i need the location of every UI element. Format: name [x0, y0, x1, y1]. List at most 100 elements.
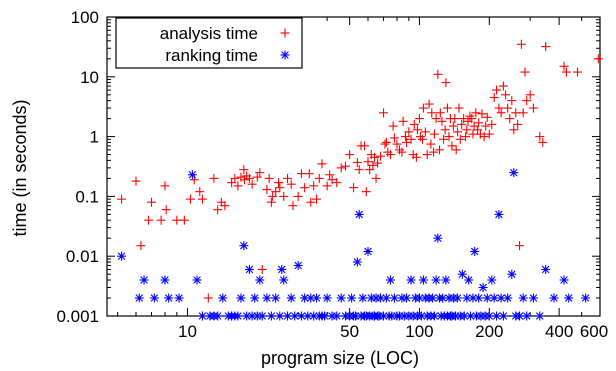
analysis-time-point	[314, 173, 324, 183]
analysis-time-point	[417, 134, 427, 144]
analysis-time-point	[220, 201, 230, 211]
ranking-time-point	[149, 293, 159, 303]
ranking-time-point	[347, 293, 357, 303]
analysis-time-point	[406, 134, 416, 144]
analysis-time-point	[433, 69, 443, 79]
analysis-time-point	[420, 127, 430, 137]
ranking-time-point	[197, 311, 207, 321]
analysis-time-point	[385, 150, 395, 160]
analysis-time-point	[522, 96, 532, 106]
analysis-time-point	[161, 205, 171, 215]
analysis-time-point	[117, 194, 127, 204]
analysis-time-point	[424, 99, 434, 109]
ranking-time-point	[492, 311, 502, 321]
analysis-time-point	[266, 197, 276, 207]
legend-label-ranking: ranking time	[165, 46, 258, 65]
analysis-time-point	[516, 39, 526, 49]
analysis-time-point	[300, 183, 310, 193]
analysis-time-point	[451, 145, 461, 155]
analysis-time-point	[525, 90, 535, 100]
analysis-time-point	[327, 175, 337, 185]
legend-label-analysis: analysis time	[160, 24, 258, 43]
analysis-time-point	[418, 103, 428, 113]
analysis-time-point	[450, 114, 460, 124]
analysis-time-point	[172, 215, 182, 225]
analysis-time-point	[505, 114, 515, 124]
analysis-time-point	[306, 197, 316, 207]
analysis-time-point	[197, 194, 207, 204]
analysis-time-point	[484, 129, 494, 139]
analysis-time-point	[144, 215, 154, 225]
analysis-time-point	[361, 187, 371, 197]
analysis-time-point	[513, 119, 523, 129]
analysis-time-point	[412, 125, 422, 135]
analysis-time-point	[482, 112, 492, 122]
analysis-time-point	[409, 119, 419, 129]
analysis-time-point	[257, 264, 267, 274]
analysis-time-point	[195, 187, 205, 197]
analysis-time-point	[429, 147, 439, 157]
x-tick-label: 100	[405, 322, 433, 341]
analysis-time-point	[288, 201, 298, 211]
analysis-time-point	[509, 125, 519, 135]
ranking-time-point	[507, 269, 517, 279]
ranking-time-point	[509, 168, 519, 178]
analysis-time-point	[441, 78, 451, 88]
analysis-time-point	[336, 163, 346, 173]
analysis-time-point	[479, 132, 489, 142]
analysis-time-point	[404, 127, 414, 137]
analysis-time-point	[392, 139, 402, 149]
ranking-time-point	[350, 311, 360, 321]
ranking-time-point	[139, 275, 149, 285]
analysis-time-point	[411, 152, 421, 162]
analysis-time-point	[422, 150, 432, 160]
analysis-time-point	[440, 125, 450, 135]
analysis-time-point	[360, 141, 370, 151]
analysis-time-point	[233, 181, 243, 191]
ranking-time-point	[363, 246, 373, 256]
ranking-time-point	[277, 264, 287, 274]
analysis-time-point	[388, 121, 398, 131]
analysis-time-point	[341, 161, 351, 171]
ranking-time-point	[354, 209, 364, 219]
ranking-time-point	[187, 170, 197, 180]
legend: analysis time ranking time	[115, 17, 303, 69]
analysis-time-point	[435, 108, 445, 118]
x-tick-label: 400	[545, 322, 573, 341]
analysis-time-point	[559, 61, 569, 71]
analysis-time-point	[332, 178, 342, 188]
analysis-time-point	[379, 108, 389, 118]
analysis-time-point	[252, 172, 262, 182]
analysis-time-point	[349, 183, 359, 193]
ranking-time-point	[271, 293, 281, 303]
y-tick-label: 0.001	[56, 307, 99, 326]
ranking-time-point	[164, 293, 174, 303]
analysis-time-point	[147, 197, 157, 207]
analysis-time-point	[345, 150, 355, 160]
analysis-time-point	[247, 179, 257, 189]
ranking-time-point	[266, 311, 276, 321]
analysis-time-point	[376, 151, 386, 161]
analysis-time-point	[434, 145, 444, 155]
ranking-time-point	[336, 293, 346, 303]
analysis-time-point	[262, 185, 272, 195]
analysis-time-point	[312, 194, 322, 204]
ranking-time-point	[402, 293, 412, 303]
ranking-time-point	[332, 311, 342, 321]
analysis-time-point	[309, 181, 319, 191]
analysis-time-point	[352, 157, 362, 167]
ranking-time-point	[549, 293, 559, 303]
ranking-time-point	[431, 275, 441, 285]
ranking-time-point	[275, 311, 285, 321]
analysis-time-point	[515, 241, 525, 251]
analysis-time-point	[179, 215, 189, 225]
x-tick-label: 600	[580, 322, 608, 341]
analysis-time-point	[489, 93, 499, 103]
analysis-time-point	[369, 152, 379, 162]
ranking-time-point	[541, 264, 551, 274]
legend-box	[115, 17, 303, 69]
analysis-time-point	[455, 134, 465, 144]
ranking-time-point	[494, 209, 504, 219]
analysis-time-point	[279, 191, 289, 201]
